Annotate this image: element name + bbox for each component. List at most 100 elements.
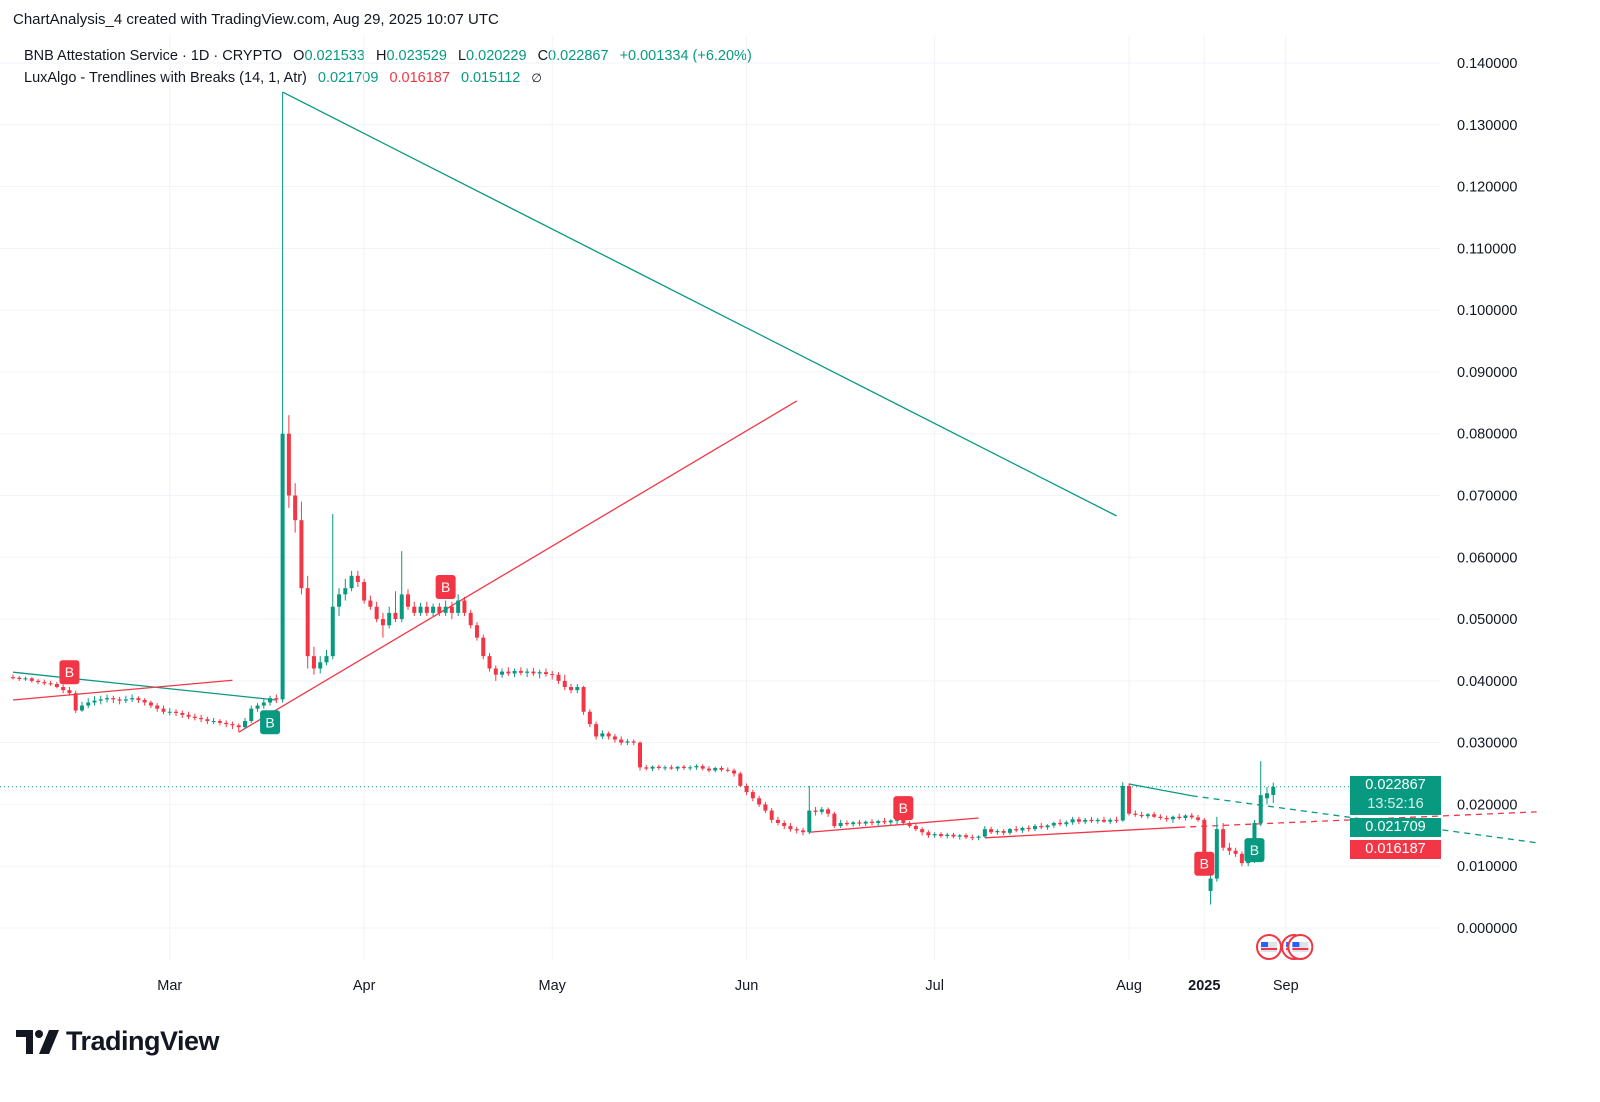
x-tick-label: Jun: [735, 978, 758, 994]
candle: [406, 589, 411, 610]
candle-body: [1020, 827, 1025, 831]
indicator-name[interactable]: LuxAlgo - Trendlines with Breaks (14, 1,…: [24, 70, 307, 86]
candle: [1020, 826, 1025, 833]
close-label: C: [537, 48, 549, 64]
candle-body: [1208, 878, 1213, 891]
candle: [606, 731, 611, 740]
candle: [819, 806, 824, 815]
candle: [1120, 782, 1125, 822]
candle: [1265, 787, 1269, 805]
candle: [851, 821, 856, 827]
candle-body: [995, 830, 1000, 833]
candle: [224, 720, 229, 728]
high-value: 0.023529: [386, 48, 447, 64]
candle-body: [700, 766, 705, 769]
break-label-text: B: [1200, 856, 1209, 872]
candle-body: [111, 698, 116, 700]
candle-body: [638, 742, 642, 768]
candle: [957, 834, 962, 840]
break-label-text: B: [265, 714, 274, 730]
candle-body: [926, 832, 931, 836]
candle-body: [1070, 819, 1075, 823]
candle: [192, 713, 197, 721]
candle-body: [418, 606, 423, 613]
break-label-box: [59, 660, 80, 685]
candle: [1145, 813, 1150, 819]
candle: [98, 695, 103, 705]
candle: [487, 653, 492, 672]
candle: [826, 807, 831, 817]
symbol-name[interactable]: BNB Attestation Service · 1D · CRYPTO: [24, 48, 283, 64]
candle: [926, 830, 931, 838]
candle-body: [569, 687, 574, 691]
y-tick-label: 0.010000: [1457, 859, 1517, 875]
candle: [920, 827, 925, 836]
chart-credit: ChartAnalysis_4 created with TradingView…: [13, 11, 499, 28]
change-value: +0.001334 (+6.20%): [619, 48, 752, 64]
candle: [174, 709, 179, 717]
candle-body: [1039, 826, 1044, 828]
candle: [976, 835, 981, 841]
candle-body: [1170, 816, 1175, 820]
candle: [136, 696, 141, 704]
candle-body: [305, 588, 310, 657]
candle-body: [217, 721, 222, 723]
candle-body: [211, 721, 216, 723]
candle-body: [449, 606, 454, 613]
candle: [543, 668, 548, 677]
hidden-values-icon[interactable]: ∅: [531, 71, 542, 85]
candle: [293, 483, 298, 533]
candle-body: [556, 674, 561, 681]
candle: [456, 594, 461, 616]
indicator-legend: LuxAlgo - Trendlines with Breaks (14, 1,…: [24, 70, 542, 86]
candle-body: [1114, 819, 1119, 821]
candle-body: [79, 705, 84, 711]
candle-body: [1089, 819, 1094, 822]
tradingview-logo[interactable]: TradingView: [16, 1026, 220, 1057]
candle-body: [757, 798, 762, 805]
candle: [305, 575, 310, 669]
candle-body: [17, 677, 22, 680]
y-tick-label: 0.000000: [1457, 921, 1517, 937]
candle-body: [431, 606, 436, 613]
candle: [11, 674, 15, 680]
candle: [431, 603, 436, 616]
candle: [907, 821, 912, 828]
flag-field: [1292, 942, 1309, 952]
candle: [951, 832, 956, 839]
candle: [29, 677, 34, 683]
candle: [1227, 842, 1232, 856]
candle: [337, 588, 342, 616]
candle-body: [29, 678, 34, 681]
candle-body: [801, 830, 806, 833]
candle-body: [794, 829, 799, 831]
candle: [600, 730, 605, 739]
break-label-box: [893, 796, 914, 821]
candle: [1014, 826, 1019, 833]
candle-body: [675, 766, 680, 769]
candle: [807, 785, 812, 835]
price-chart[interactable]: 0.140000 0.130000 0.120000 0.110000 0.100000…: [0, 0, 1600, 1010]
candle-body: [349, 575, 354, 589]
candle-body: [882, 821, 887, 823]
y-tick-label: 0.080000: [1457, 427, 1517, 443]
candle: [625, 738, 630, 746]
candle: [675, 766, 680, 772]
indicator-value-1: 0.021709: [317, 70, 379, 86]
candle-body: [318, 662, 323, 669]
candle-body: [976, 836, 981, 838]
candle: [1026, 825, 1031, 832]
candle-body: [224, 722, 229, 725]
candle: [594, 721, 599, 740]
logo-text: TradingView: [66, 1026, 220, 1056]
candle-body: [1108, 819, 1113, 822]
candle: [236, 723, 241, 732]
candle: [130, 694, 135, 702]
candle: [537, 669, 542, 679]
candle-body: [380, 619, 385, 626]
candle: [587, 709, 592, 728]
candle: [832, 811, 837, 828]
candle: [261, 699, 266, 709]
candle: [274, 694, 279, 704]
candle-body: [769, 810, 774, 820]
